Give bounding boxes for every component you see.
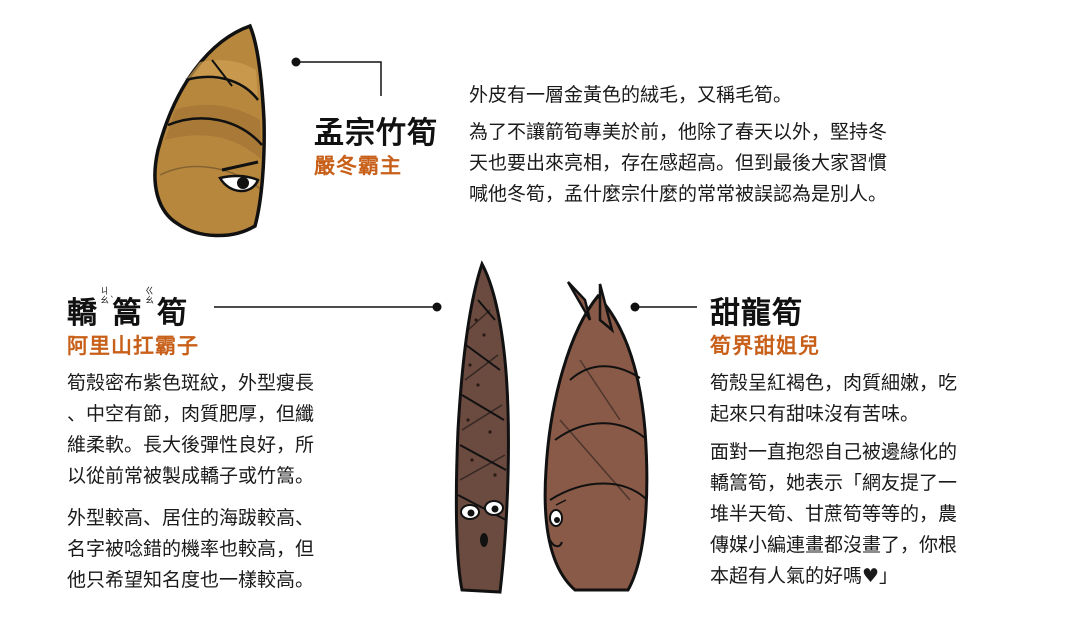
moso-intro: 外皮有一層金黃色的絨毛，又稱毛筍。 xyxy=(469,80,792,111)
sweet-desc-line: 堆半天筍、甘蔗筍等等的，農 xyxy=(710,503,958,525)
zhuyin-symbol: ㄐ xyxy=(100,287,111,297)
sweet-desc-line: 本超有人氣的好嗎♥」 xyxy=(710,565,899,587)
moso-subtitle: 嚴冬霸主 xyxy=(314,154,402,178)
sweet-desc-line: 傳媒小編連畫都沒畫了，你根 xyxy=(710,534,958,556)
jiaoyu-description-1: 筍殼密布紫色斑紋，外型瘦長 、中空有節，肉質肥厚，但纖 維柔軟。長大後彈性良好，… xyxy=(67,368,314,492)
jiaoyu-subtitle: 阿里山扛霸子 xyxy=(67,334,199,358)
jiaoyu-bamboo-shoot-illustration xyxy=(454,260,510,594)
sweet-subtitle: 筍界甜姐兒 xyxy=(710,334,820,358)
jiaoyu-title: 轎ㄐㄠˋ 篙ㄍㄠ筍 xyxy=(67,288,188,332)
sweet-description-1: 筍殼呈紅褐色，肉質細嫩，吃 起來只有甜味沒有苦味。 xyxy=(710,368,957,430)
moso-desc-line: 天也要出來亮相，存在感超高。但到最後大家習慣 xyxy=(469,152,888,174)
jiaoyu-desc-line: 、中空有節，肉質肥厚，但纖 xyxy=(67,403,315,425)
sweet-description-2: 面對一直抱怨自己被邊緣化的 轎篙筍，她表示「網友提了一 堆半天筍、甘蔗筍等等的，… xyxy=(710,437,957,592)
moso-description: 為了不讓箭筍專美於前，他除了春天以外，堅持冬 天也要出來亮相，存在感超高。但到最… xyxy=(469,117,887,210)
zhuyin-symbol: ㄠ xyxy=(145,296,156,306)
sweet-bamboo-shoot-illustration xyxy=(543,281,649,592)
sweet-connector-dot xyxy=(630,302,640,312)
jiaoyu-desc-line: 以從前常被製成轎子或竹篙。 xyxy=(67,465,315,487)
jiaoyu-connector-dot xyxy=(432,302,442,312)
jiaoyu-desc-line: 筍殼密布紫色斑紋，外型瘦長 xyxy=(67,372,315,394)
sweet-smile xyxy=(549,539,563,548)
jiaoyu-zhuyin-1: ㄐㄠˋ xyxy=(100,287,116,306)
jiaoyu-mouth xyxy=(480,533,488,547)
jiaoyu-desc-line: 名字被唸錯的機率也較高，但 xyxy=(67,538,315,560)
jiaoyu-description-2: 外型較高、居住的海跋較高、 名字被唸錯的機率也較高，但 他只希望知名度也一樣較高… xyxy=(67,503,314,596)
zhuyin-symbol: ㄠˋ xyxy=(100,296,116,306)
jiaoyu-desc-line: 外型較高、居住的海跋較高、 xyxy=(67,507,315,529)
jiaoyu-title-char: 轎 xyxy=(67,296,98,331)
sweet-desc-line: 起來只有甜味沒有苦味。 xyxy=(710,403,920,425)
moso-connector-line xyxy=(296,61,382,96)
sweet-title: 甜龍筍 xyxy=(710,296,803,331)
moso-desc-line: 喊他冬筍，孟什麼宗什麼的常常被誤認為是別人。 xyxy=(469,183,888,205)
jiaoyu-desc-line: 他只希望知名度也一樣較高。 xyxy=(67,569,315,591)
sweet-desc-line: 筍殼呈紅褐色，肉質細嫩，吃 xyxy=(710,372,958,394)
moso-title: 孟宗竹筍 xyxy=(314,116,438,151)
sweet-desc-line: 面對一直抱怨自己被邊緣化的 xyxy=(710,441,958,463)
sweet-desc-line: 轎篙筍，她表示「網友提了一 xyxy=(710,472,958,494)
jiaoyu-desc-line: 維柔軟。長大後彈性良好，所 xyxy=(67,434,315,456)
moso-intro-text: 外皮有一層金黃色的絨毛，又稱毛筍。 xyxy=(469,84,793,106)
jiaoyu-zhuyin-2: ㄍㄠ xyxy=(145,288,155,306)
jiaoyu-title-char: 篙 xyxy=(112,296,143,331)
moso-desc-line: 為了不讓箭筍專美於前，他除了春天以外，堅持冬 xyxy=(469,121,888,143)
zhuyin-symbol: ㄍ xyxy=(145,287,156,297)
jiaoyu-title-char: 筍 xyxy=(157,296,188,331)
moso-bamboo-shoot-illustration xyxy=(153,23,266,238)
moso-eyebrow xyxy=(221,160,259,172)
connector-lines xyxy=(214,57,697,312)
